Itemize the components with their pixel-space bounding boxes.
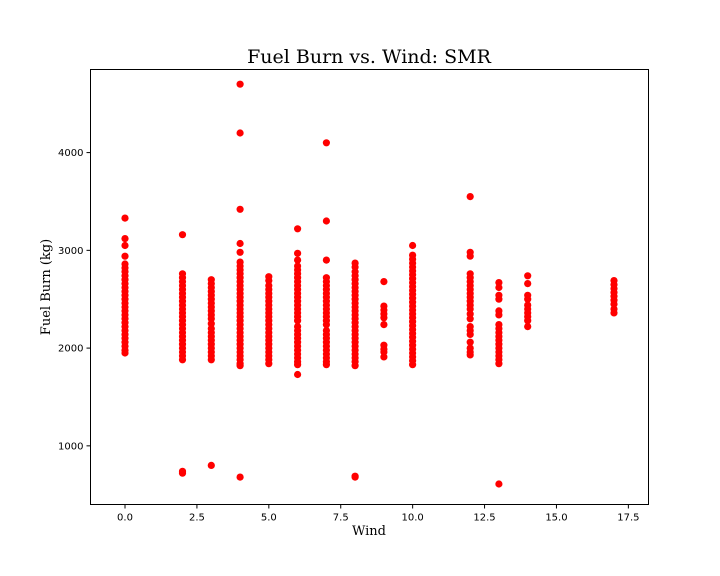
- data-point: [495, 360, 503, 368]
- y-tick-label: 3000: [58, 246, 83, 257]
- data-point: [380, 278, 388, 286]
- data-point: [466, 351, 474, 359]
- data-point: [524, 317, 532, 325]
- y-tick-label: 1000: [58, 441, 83, 452]
- x-tick-label: 10.0: [402, 513, 424, 524]
- data-point: [294, 317, 302, 325]
- data-point: [121, 235, 129, 243]
- data-point: [236, 205, 244, 213]
- data-point: [322, 256, 330, 264]
- data-point: [380, 314, 388, 322]
- data-point: [207, 356, 215, 364]
- x-tick-label: 17.5: [617, 513, 639, 524]
- x-axis-label: Wind: [352, 524, 386, 539]
- data-point: [466, 252, 474, 260]
- data-point: [207, 461, 215, 469]
- data-point: [409, 361, 417, 369]
- data-point: [380, 353, 388, 361]
- data-point: [322, 139, 330, 147]
- data-point: [236, 362, 244, 370]
- data-point: [236, 239, 244, 248]
- data-point: [524, 272, 532, 280]
- chart-title: Fuel Burn vs. Wind: SMR: [247, 46, 491, 68]
- x-axis-ticks: 0.0 2.5 5.0 7.5 10.0 12.5 15.0 17.5: [117, 504, 639, 524]
- data-point: [466, 330, 474, 338]
- x-tick-label: 2.5: [189, 513, 205, 524]
- data-point: [121, 241, 129, 250]
- data-point: [524, 280, 532, 288]
- data-point: [495, 295, 503, 303]
- data-point: [322, 361, 330, 369]
- data-point: [294, 370, 302, 379]
- data-point: [322, 217, 330, 225]
- data-point: [495, 283, 503, 292]
- y-tick-label: 4000: [58, 148, 83, 159]
- data-point: [524, 295, 532, 303]
- data-point: [495, 480, 503, 488]
- data-point: [236, 129, 244, 137]
- x-tick-label: 5.0: [261, 513, 277, 524]
- data-point: [409, 241, 417, 250]
- y-tick-label: 2000: [58, 344, 83, 355]
- data-point: [294, 225, 302, 233]
- y-axis-label: Fuel Burn (kg): [39, 239, 54, 335]
- data-point: [121, 214, 129, 222]
- data-point: [466, 315, 474, 323]
- x-tick-label: 7.5: [333, 513, 349, 524]
- data-points: [121, 80, 618, 488]
- data-point: [294, 361, 302, 369]
- plot-frame: [90, 69, 649, 505]
- data-point: [178, 356, 187, 364]
- data-point: [121, 252, 129, 260]
- data-point: [294, 249, 302, 257]
- x-tick-label: 12.5: [473, 513, 495, 524]
- x-tick-label: 0.0: [117, 513, 133, 524]
- y-axis-ticks: 1000 2000 3000 4000: [58, 148, 91, 452]
- data-point: [495, 311, 503, 319]
- data-point: [265, 360, 273, 368]
- x-tick-label: 15.0: [545, 513, 567, 524]
- data-point: [466, 193, 474, 201]
- data-point: [610, 309, 618, 317]
- data-point: [236, 248, 244, 256]
- data-point: [236, 473, 244, 481]
- data-point: [351, 473, 359, 481]
- data-point: [524, 323, 532, 331]
- data-point: [294, 256, 302, 264]
- data-point: [121, 349, 129, 357]
- data-point: [351, 362, 359, 370]
- data-point: [466, 338, 474, 346]
- data-point: [178, 469, 187, 477]
- data-point: [236, 80, 244, 88]
- data-point: [380, 321, 388, 329]
- data-point: [322, 321, 330, 329]
- data-point: [178, 231, 187, 239]
